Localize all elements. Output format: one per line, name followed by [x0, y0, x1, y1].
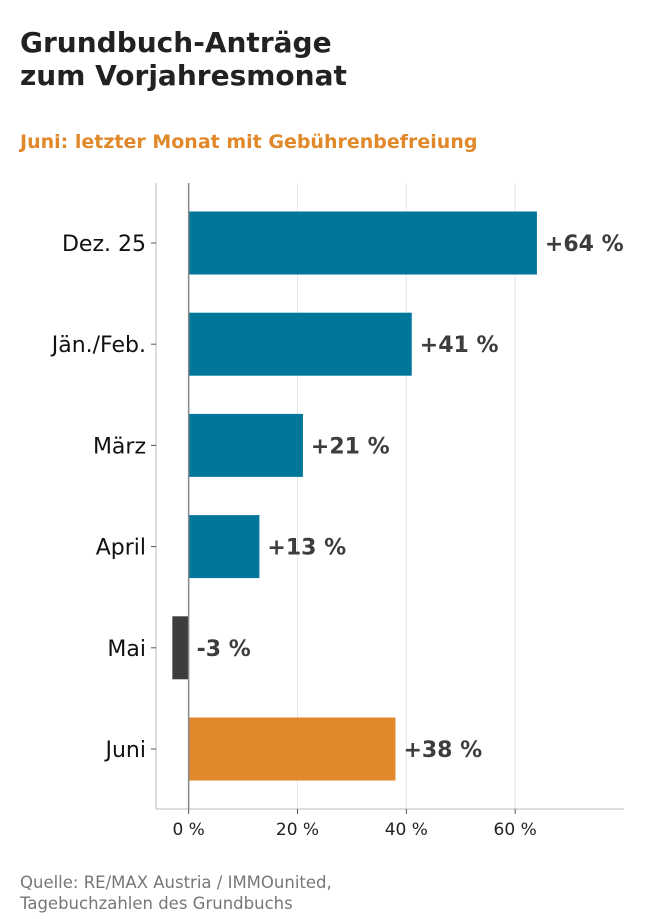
x-tick-label: 0 %: [172, 820, 204, 840]
bar: [188, 211, 537, 275]
category-label: Jän./Feb.: [50, 333, 146, 358]
data-label: +38 %: [403, 738, 482, 763]
category-label: Juni: [104, 738, 147, 763]
source-line-1: Quelle: RE/MAX Austria / IMMOunited,: [20, 873, 332, 892]
data-label: +21 %: [311, 434, 390, 459]
category-label: Mai: [107, 637, 146, 662]
data-label: -3 %: [197, 637, 251, 662]
chart-title-line-1: Grundbuch-Anträge: [20, 26, 332, 59]
category-label: März: [93, 434, 146, 459]
source-note: Quelle: RE/MAX Austria / IMMOunited, Tag…: [20, 872, 332, 914]
bar: [188, 413, 303, 477]
data-label: +64 %: [545, 232, 624, 257]
bar: [188, 717, 396, 781]
chart-title-line-2: zum Vorjahresmonat: [20, 59, 347, 92]
x-tick-label: 60 %: [494, 820, 537, 840]
data-label: +13 %: [267, 536, 346, 561]
x-tick-label: 40 %: [385, 820, 428, 840]
chart-subtitle: Juni: letzter Monat mit Gebührenbefreiun…: [20, 131, 478, 153]
category-label: Dez. 25: [62, 232, 146, 257]
bar: [172, 616, 189, 680]
bar: [188, 515, 260, 579]
x-tick-label: 20 %: [276, 820, 319, 840]
source-line-2: Tagebuchzahlen des Grundbuchs: [20, 894, 293, 913]
chart-title: Grundbuch-Anträge zum Vorjahresmonat: [20, 26, 347, 92]
category-label: April: [96, 536, 146, 561]
bar: [188, 312, 412, 376]
data-label: +41 %: [420, 333, 499, 358]
